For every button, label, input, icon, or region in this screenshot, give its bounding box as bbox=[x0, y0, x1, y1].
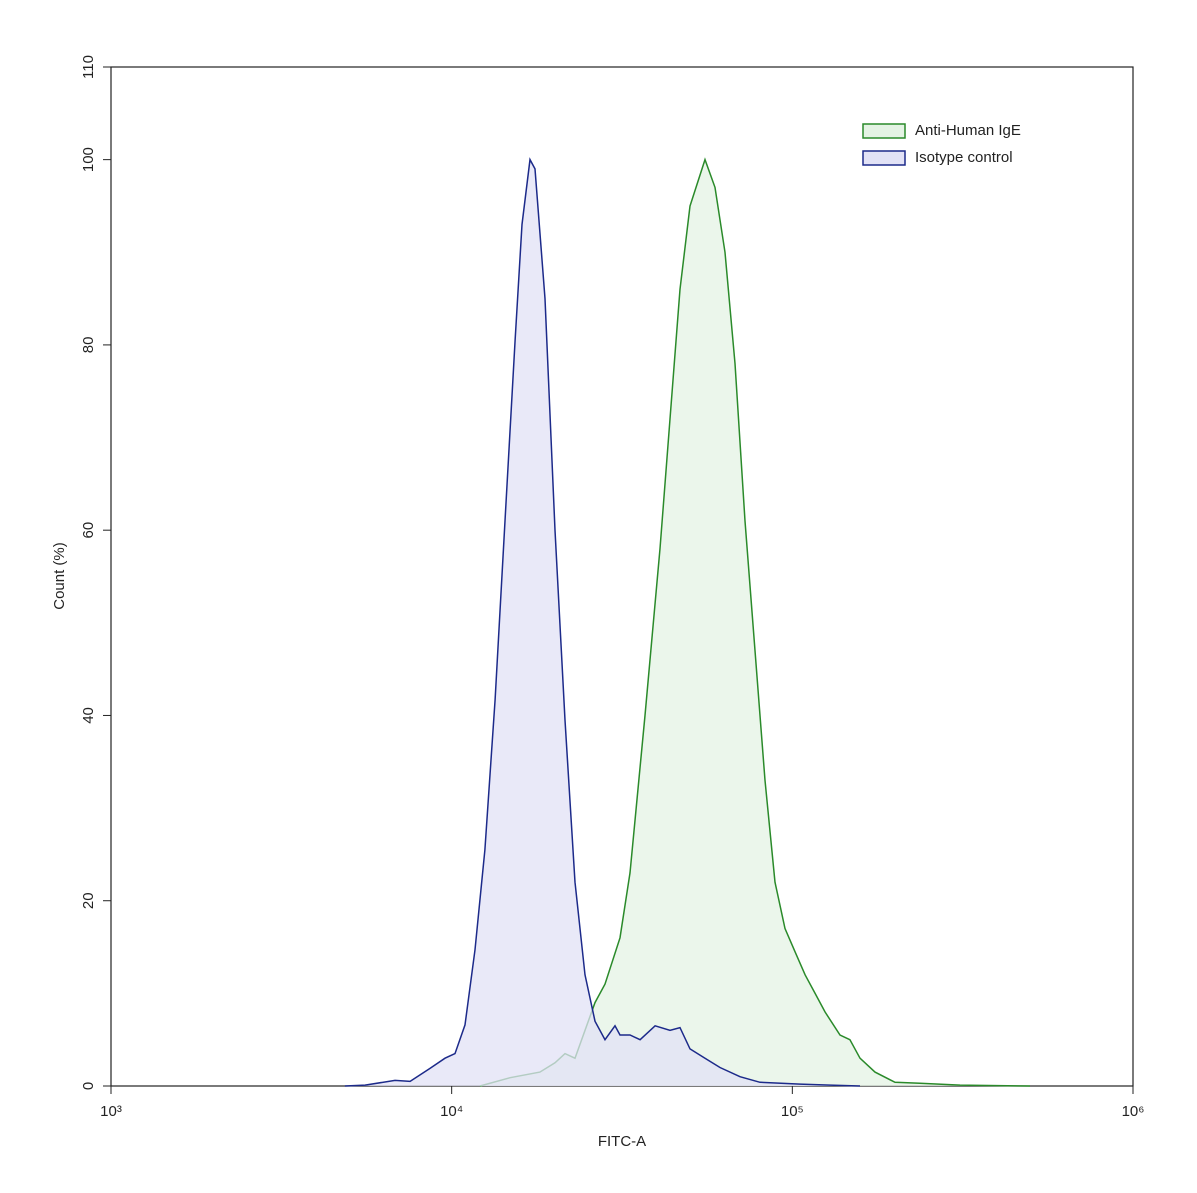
legend-swatch bbox=[862, 123, 906, 139]
y-tick-label: 0 bbox=[80, 1082, 97, 1090]
x-tick-label: 10⁵ bbox=[781, 1103, 804, 1120]
y-tick-label: 40 bbox=[80, 707, 97, 724]
x-axis-label: FITC-A bbox=[598, 1133, 646, 1150]
legend-swatch bbox=[862, 150, 906, 166]
y-tick-label: 80 bbox=[80, 337, 97, 354]
legend-label: Isotype control bbox=[915, 149, 1013, 166]
series-line bbox=[344, 157, 861, 1087]
x-tick-label: 10⁶ bbox=[1122, 1103, 1145, 1120]
y-tick-label: 60 bbox=[80, 522, 97, 539]
x-tick-label: 10⁴ bbox=[440, 1103, 463, 1120]
y-tick-label: 100 bbox=[80, 147, 97, 172]
x-tick-label: 10³ bbox=[100, 1103, 122, 1120]
y-axis-label: Count (%) bbox=[51, 542, 68, 610]
y-tick-label: 110 bbox=[80, 55, 97, 79]
area-fill bbox=[480, 159, 1030, 1087]
y-tick-label: 20 bbox=[80, 892, 97, 909]
legend-label: Anti-Human IgE bbox=[915, 122, 1021, 139]
